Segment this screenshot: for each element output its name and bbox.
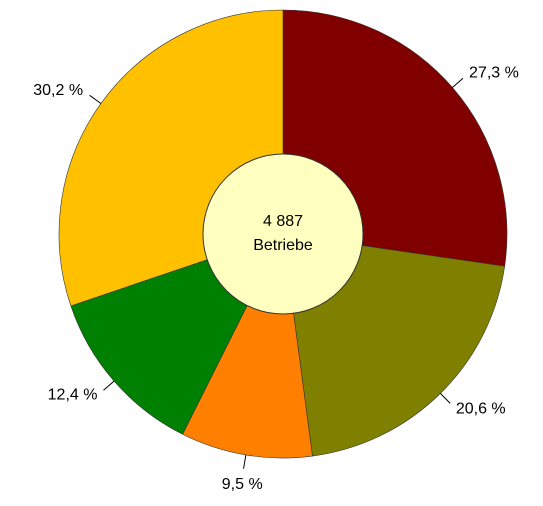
center-label: Betriebe [253, 237, 313, 254]
data-label: 27,3 % [469, 64, 519, 81]
data-label: 12,4 % [48, 387, 98, 404]
leader-line [452, 77, 464, 88]
leader-line [89, 94, 102, 104]
leader-line [440, 393, 451, 404]
leader-line [243, 454, 247, 469]
leader-line [103, 380, 115, 391]
data-label: 30,2 % [33, 82, 83, 99]
center-label: 4 887 [263, 213, 303, 230]
center-circle [202, 153, 364, 315]
data-label: 9,5 % [222, 476, 263, 493]
data-label: 20,6 % [456, 400, 506, 417]
